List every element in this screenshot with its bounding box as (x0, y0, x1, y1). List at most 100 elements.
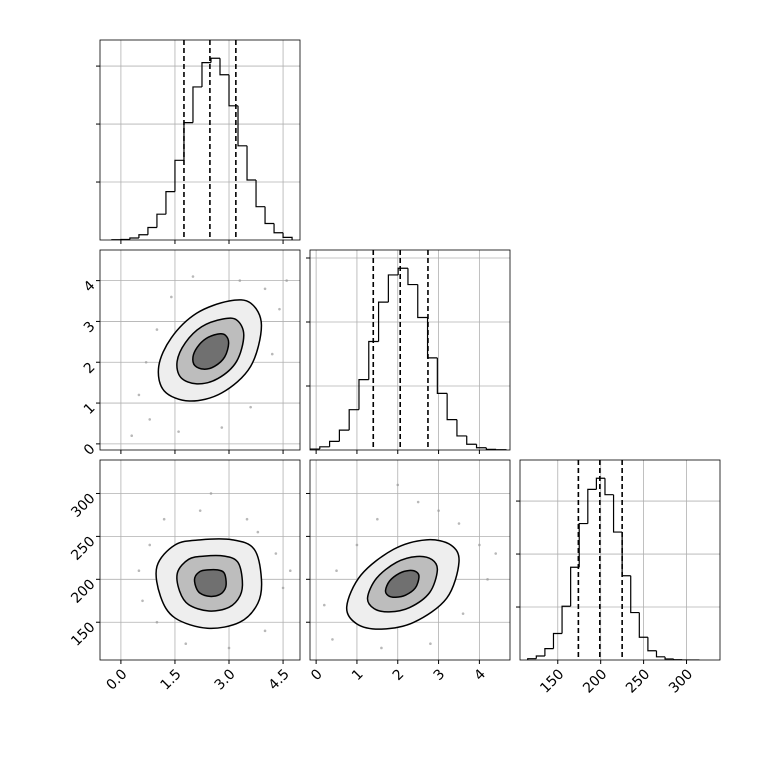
histogram-bin (377, 301, 389, 342)
scatter-point (281, 586, 285, 590)
histogram-bin (655, 650, 666, 658)
scatter-point (256, 530, 260, 534)
scatter-point (270, 352, 274, 356)
histogram-bin (544, 648, 554, 657)
y-tick-label: 1 (81, 400, 99, 418)
histogram-bin (527, 658, 537, 660)
scatter-point (461, 612, 465, 615)
x-tick-label: 150 (537, 666, 567, 696)
scatter-point (148, 543, 152, 547)
histogram-bin (246, 145, 257, 181)
y-tick-label: 150 (68, 619, 98, 649)
x-tick-label: 1 (349, 666, 367, 684)
scatter-point (148, 418, 152, 421)
scatter-point (245, 517, 249, 521)
contour (384, 569, 420, 599)
panel (100, 40, 300, 240)
panel (100, 460, 300, 660)
panel-frame (99, 39, 301, 241)
histogram-bin (264, 206, 275, 225)
scatter-point (486, 578, 489, 581)
scatter-point (141, 599, 144, 603)
y-tick-label: 200 (68, 576, 98, 606)
histogram-bin (129, 237, 139, 240)
histogram-bin (630, 575, 640, 614)
histogram-bin (282, 232, 293, 240)
histogram-bin (368, 340, 379, 380)
scatter-point (416, 500, 420, 504)
histogram-bin (446, 393, 457, 421)
y-tick-label: 3 (81, 319, 99, 337)
histogram-bin (535, 655, 545, 659)
scatter-point (162, 517, 166, 521)
scatter-point (494, 552, 498, 555)
scatter-point (380, 646, 383, 650)
scatter-point (191, 275, 195, 278)
scatter-point (130, 434, 134, 438)
histogram-bin (466, 435, 477, 445)
scatter-point (457, 522, 461, 525)
histogram-bin (273, 223, 284, 234)
histogram-bin (174, 159, 184, 192)
histogram-bin (647, 637, 657, 652)
y-tick-label: 2 (81, 359, 99, 377)
scatter-point (322, 603, 326, 607)
panel-frame (309, 459, 511, 661)
scatter-point (437, 509, 440, 512)
panel-frame (309, 249, 511, 451)
histogram-bin (664, 656, 674, 660)
histogram-bin (319, 446, 330, 450)
panel (310, 460, 510, 660)
panel-frame (519, 459, 721, 661)
histogram-bin (612, 494, 623, 533)
histogram-bin (456, 419, 467, 437)
scatter-point (155, 620, 159, 624)
histogram-bin (475, 444, 487, 449)
scatter-point (288, 569, 292, 573)
scatter-point (170, 295, 173, 299)
scatter-point (227, 646, 231, 650)
histogram-bin (407, 268, 418, 286)
histogram-bin (255, 180, 266, 208)
y-tick-label: 0 (81, 441, 99, 459)
histogram-bin (328, 440, 340, 447)
histogram-bin (156, 213, 166, 228)
x-tick-label: 4 (471, 666, 489, 684)
histogram-bin (358, 379, 369, 410)
histogram-bin (219, 58, 230, 76)
scatter-point (177, 430, 180, 433)
scatter-point (429, 642, 432, 645)
histogram-bin (417, 284, 428, 319)
y-tick-label: 250 (68, 534, 98, 564)
histogram-bin (570, 566, 580, 607)
scatter-point (285, 279, 288, 282)
scatter-point (238, 279, 242, 282)
x-tick-label: 3 (431, 666, 449, 684)
scatter-point (184, 642, 188, 645)
scatter-point (355, 543, 359, 547)
histogram-bin (604, 478, 614, 496)
histogram-bin (138, 234, 148, 238)
scatter-point (198, 509, 202, 512)
histogram-bin (436, 357, 448, 394)
scatter-point (376, 517, 379, 521)
y-tick-label: 300 (68, 491, 98, 521)
x-tick-label: 3.0 (212, 666, 239, 693)
y-tick-label: 4 (81, 278, 99, 296)
scatter-point (478, 543, 481, 547)
scatter-point (249, 405, 252, 409)
histogram-bin (192, 86, 202, 123)
contour (193, 568, 227, 598)
panel (520, 460, 720, 660)
histogram-bin (228, 74, 239, 107)
histogram-bin (165, 190, 175, 215)
scatter-point (220, 426, 224, 429)
x-tick-label: 0 (308, 666, 326, 684)
scatter-point (274, 552, 278, 555)
scatter-point (396, 483, 400, 487)
panel (100, 250, 300, 450)
histogram-bin (595, 477, 605, 490)
histogram-bin (552, 632, 563, 649)
histogram-bin (201, 62, 211, 87)
scatter-point (331, 638, 334, 641)
